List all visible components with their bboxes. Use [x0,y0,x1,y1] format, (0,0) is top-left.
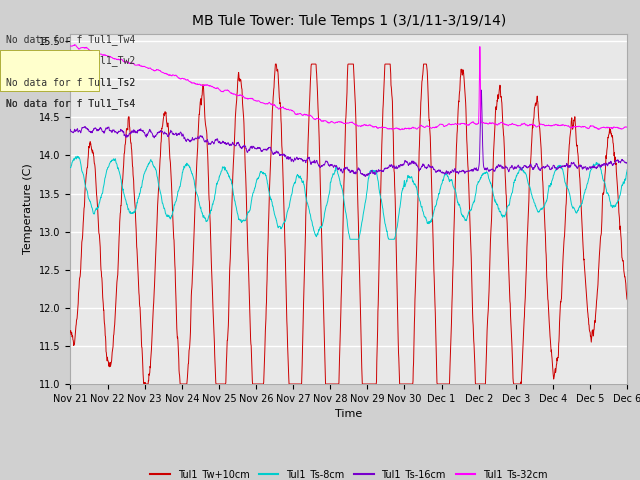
Title: MB Tule Tower: Tule Temps 1 (3/1/11-3/19/14): MB Tule Tower: Tule Temps 1 (3/1/11-3/19… [191,14,506,28]
Y-axis label: Temperature (C): Temperature (C) [24,163,33,254]
Text: No data for f Tul1_Ts2: No data for f Tul1_Ts2 [6,77,136,88]
Text: No data for f Tul1_Ts4: No data for f Tul1_Ts4 [6,98,136,109]
Text: No data for f Tul1_Ts4: No data for f Tul1_Ts4 [6,98,136,109]
Legend: Tul1_Tw+10cm, Tul1_Ts-8cm, Tul1_Ts-16cm, Tul1_Ts-32cm: Tul1_Tw+10cm, Tul1_Ts-8cm, Tul1_Ts-16cm,… [147,466,551,480]
Text: No data for f Tul1_Tw2: No data for f Tul1_Tw2 [6,55,136,66]
X-axis label: Time: Time [335,409,362,419]
Text: No data for f Tul1_Ts2: No data for f Tul1_Ts2 [6,77,136,88]
Text: No data for f Tul1_Tw4: No data for f Tul1_Tw4 [6,34,136,45]
